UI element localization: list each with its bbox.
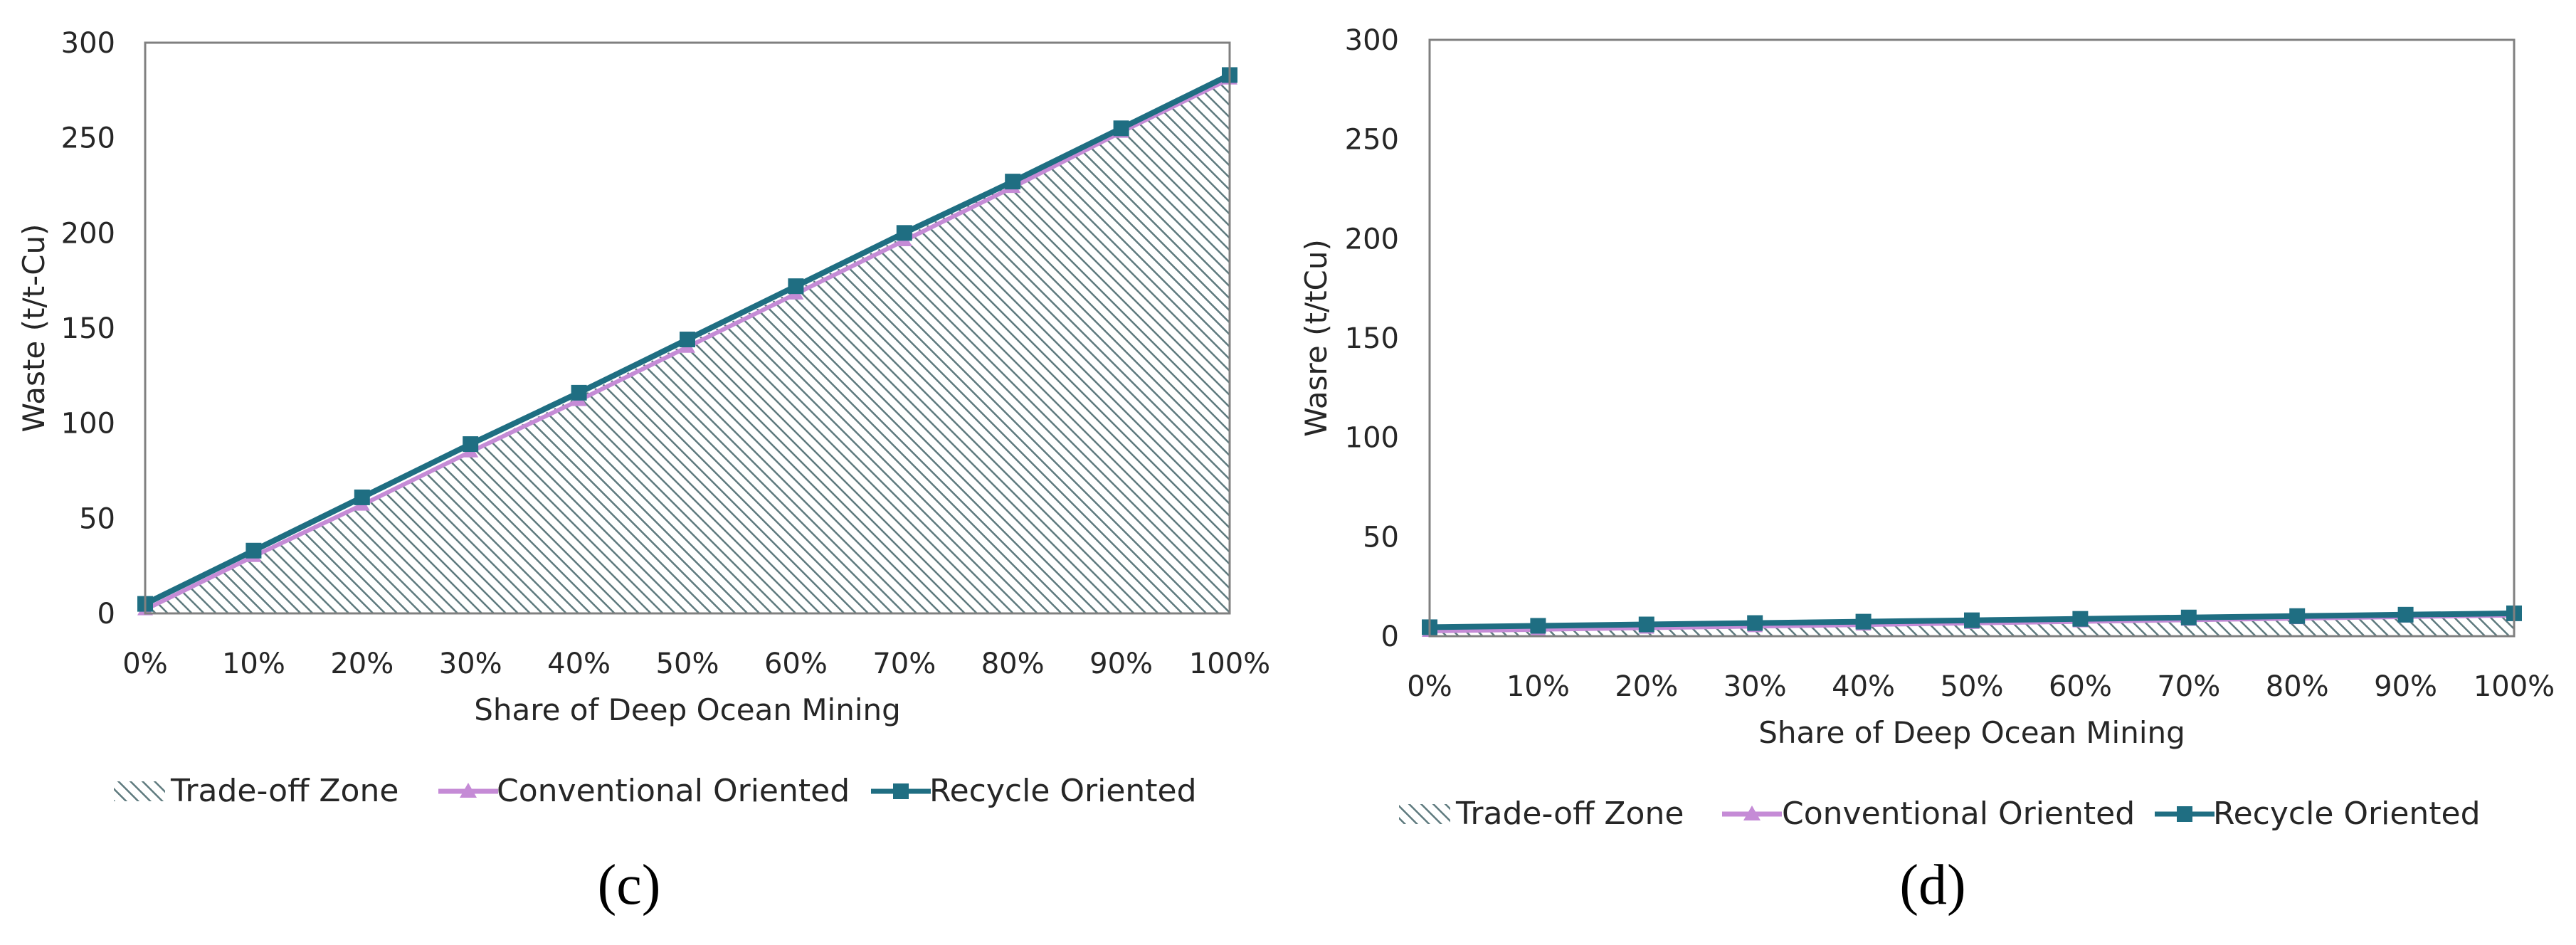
legend-tradeoff: Trade-off Zone xyxy=(114,773,398,809)
recycle-point xyxy=(1964,612,1980,628)
y-tick-label: 0 xyxy=(1381,621,1399,653)
y-axis-title: Wasre (t/tCu) xyxy=(1299,239,1334,437)
y-tick-labels: 0 50 100 150 200 250 300 xyxy=(1345,24,1399,653)
recycle-series xyxy=(137,67,1237,612)
legend-tradeoff-swatch xyxy=(1399,804,1450,824)
legend-conventional-marker xyxy=(1743,806,1761,820)
recycle-point xyxy=(2072,611,2089,627)
recycle-point xyxy=(1113,120,1129,137)
recycle-point xyxy=(1747,615,1763,631)
x-tick-labels: 0% 10% 20% 30% 40% 50% 60% 70% 80% 90% 100% xyxy=(122,648,1270,680)
legend-conventional: Conventional Oriented xyxy=(438,773,850,809)
x-tick-label: 30% xyxy=(439,648,502,680)
legend-recycle: Recycle Oriented xyxy=(2155,796,2481,832)
recycle-point xyxy=(788,278,804,295)
legend: Trade-off Zone Conventional Oriented Rec… xyxy=(1399,796,2481,832)
panel-label: (c) xyxy=(598,854,661,917)
x-tick-label: 10% xyxy=(1506,670,1570,703)
x-tick-label: 90% xyxy=(2374,670,2437,703)
y-tick-label: 100 xyxy=(61,408,115,440)
recycle-point xyxy=(571,384,587,401)
recycle-point xyxy=(2397,606,2414,623)
legend: Trade-off Zone Conventional Oriented Rec… xyxy=(114,773,1197,809)
legend-recycle-marker xyxy=(2177,806,2192,822)
y-tick-label: 0 xyxy=(97,598,115,630)
recycle-point xyxy=(896,225,912,241)
chart-panel-c: 0 50 100 150 200 250 300 0% 10% 20% 30% 40% 50% 60% 7… xyxy=(16,27,1270,917)
y-tick-label: 250 xyxy=(61,122,115,155)
recycle-point xyxy=(463,436,479,453)
x-tick-label: 90% xyxy=(1089,648,1153,680)
panel-label: (d) xyxy=(1899,854,1965,917)
x-tick-label: 0% xyxy=(1407,670,1452,703)
y-tick-label: 250 xyxy=(1345,124,1399,157)
x-tick-label: 10% xyxy=(222,648,285,680)
legend-recycle-label: Recycle Oriented xyxy=(2213,796,2481,832)
y-tick-label: 150 xyxy=(1345,322,1399,355)
legend-tradeoff-swatch xyxy=(114,781,165,801)
legend-conventional: Conventional Oriented xyxy=(1722,796,2135,832)
recycle-point xyxy=(1005,174,1021,190)
x-tick-label: 40% xyxy=(547,648,611,680)
legend-tradeoff-label: Trade-off Zone xyxy=(170,773,398,809)
y-tick-label: 200 xyxy=(61,217,115,250)
y-tick-label: 300 xyxy=(1345,24,1399,57)
x-tick-label: 100% xyxy=(2474,670,2555,703)
legend-recycle: Recycle Oriented xyxy=(871,773,1197,809)
x-tick-labels: 0% 10% 20% 30% 40% 50% 60% 70% 80% 90% 100% xyxy=(1407,670,2555,703)
x-tick-label: 20% xyxy=(330,648,394,680)
x-tick-label: 50% xyxy=(656,648,719,680)
legend-tradeoff-label: Trade-off Zone xyxy=(1455,796,1684,832)
legend-recycle-label: Recycle Oriented xyxy=(929,773,1197,809)
y-tick-label: 200 xyxy=(1345,223,1399,255)
plot-frame xyxy=(1428,38,2516,638)
x-tick-label: 20% xyxy=(1615,670,1678,703)
legend-conventional-label: Conventional Oriented xyxy=(1782,796,2135,832)
recycle-point xyxy=(1855,613,1872,630)
legend-conventional-label: Conventional Oriented xyxy=(497,773,850,809)
y-tick-label: 100 xyxy=(1345,422,1399,455)
y-tick-label: 50 xyxy=(1363,521,1399,554)
plot-frame xyxy=(144,41,1231,615)
chart-panel-d: 0 50 100 150 200 250 300 0% 10% 20% 30% 40% 50% 60% 7… xyxy=(1299,24,2555,917)
x-tick-label: 0% xyxy=(122,648,167,680)
x-tick-label: 60% xyxy=(764,648,828,680)
y-axis-title: Waste (t/t-Cu) xyxy=(16,223,51,432)
legend-tradeoff: Trade-off Zone xyxy=(1399,796,1684,832)
x-axis-title: Share of Deep Ocean Mining xyxy=(474,692,901,727)
y-tick-label: 300 xyxy=(61,27,115,60)
x-tick-label: 40% xyxy=(1832,670,1895,703)
y-tick-labels: 0 50 100 150 200 250 300 xyxy=(61,27,115,630)
x-tick-label: 30% xyxy=(1724,670,1787,703)
recycle-point xyxy=(1638,616,1654,633)
recycle-point xyxy=(2289,608,2306,624)
recycle-point xyxy=(246,542,262,559)
x-axis-title: Share of Deep Ocean Mining xyxy=(1758,715,2185,750)
recycle-point xyxy=(354,489,370,505)
x-tick-label: 80% xyxy=(981,648,1045,680)
y-tick-label: 50 xyxy=(79,502,115,535)
x-tick-label: 100% xyxy=(1189,648,1270,680)
legend-conventional-marker xyxy=(460,783,477,798)
x-tick-label: 60% xyxy=(2049,670,2112,703)
y-tick-label: 150 xyxy=(61,312,115,345)
recycle-point xyxy=(1530,618,1546,634)
recycle-point xyxy=(2180,609,2197,625)
x-tick-label: 50% xyxy=(1941,670,2004,703)
x-tick-label: 80% xyxy=(2266,670,2329,703)
legend-recycle-marker xyxy=(893,783,909,799)
x-tick-label: 70% xyxy=(872,648,936,680)
x-tick-label: 70% xyxy=(2157,670,2220,703)
recycle-point xyxy=(680,332,695,348)
